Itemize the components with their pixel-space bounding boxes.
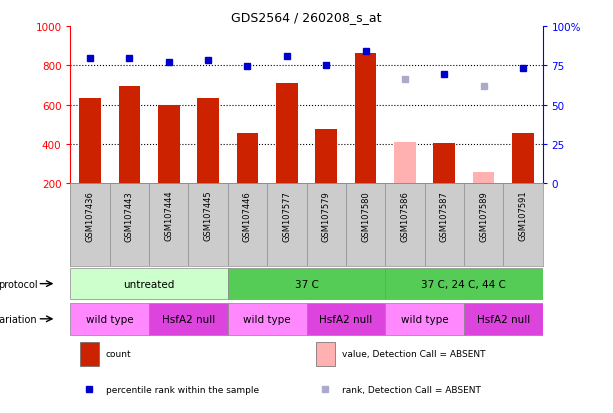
Text: genotype/variation: genotype/variation (0, 314, 37, 324)
Text: percentile rank within the sample: percentile rank within the sample (106, 385, 259, 394)
Text: HsfA2 null: HsfA2 null (476, 314, 530, 324)
Bar (70, 303, 149, 335)
Text: GSM107445: GSM107445 (204, 190, 213, 241)
Bar (228, 303, 306, 335)
Bar (385, 268, 543, 300)
Text: wild type: wild type (243, 314, 291, 324)
Text: GSM107446: GSM107446 (243, 190, 252, 241)
Text: HsfA2 null: HsfA2 null (319, 314, 373, 324)
Bar (228, 268, 385, 300)
Bar (315, 130, 337, 184)
Text: GSM107591: GSM107591 (519, 190, 527, 241)
Text: GSM107579: GSM107579 (322, 190, 330, 241)
Bar (433, 144, 455, 184)
Bar (79, 98, 101, 184)
Bar (197, 98, 219, 184)
Text: GSM107586: GSM107586 (400, 190, 409, 241)
Title: GDS2564 / 260208_s_at: GDS2564 / 260208_s_at (231, 11, 382, 24)
Text: wild type: wild type (86, 314, 134, 324)
Text: GSM107443: GSM107443 (125, 190, 134, 241)
Text: untreated: untreated (123, 279, 175, 289)
Bar (276, 84, 298, 184)
Bar (237, 134, 258, 184)
Text: rank, Detection Call = ABSENT: rank, Detection Call = ABSENT (342, 385, 481, 394)
Bar (464, 303, 543, 335)
Text: count: count (106, 350, 132, 358)
Text: HsfA2 null: HsfA2 null (162, 314, 215, 324)
Bar (80, 342, 99, 366)
Text: GSM107436: GSM107436 (86, 190, 94, 241)
Text: value, Detection Call = ABSENT: value, Detection Call = ABSENT (342, 350, 485, 358)
Bar (149, 303, 228, 335)
Text: 37 C, 24 C, 44 C: 37 C, 24 C, 44 C (421, 279, 506, 289)
Text: GSM107589: GSM107589 (479, 190, 488, 241)
Bar (385, 303, 464, 335)
Text: GSM107577: GSM107577 (283, 190, 291, 241)
Text: GSM107444: GSM107444 (164, 190, 173, 241)
Bar (355, 54, 376, 184)
Text: GSM107587: GSM107587 (440, 190, 449, 241)
Text: 37 C: 37 C (295, 279, 318, 289)
Bar (119, 87, 140, 184)
Bar (316, 342, 335, 366)
Bar (306, 303, 385, 335)
Bar (394, 142, 416, 184)
Text: wild type: wild type (401, 314, 448, 324)
Bar (512, 134, 534, 184)
Text: protocol: protocol (0, 279, 37, 289)
Bar (158, 105, 180, 184)
Bar (70, 268, 228, 300)
Bar (473, 172, 494, 184)
Text: GSM107580: GSM107580 (361, 190, 370, 241)
